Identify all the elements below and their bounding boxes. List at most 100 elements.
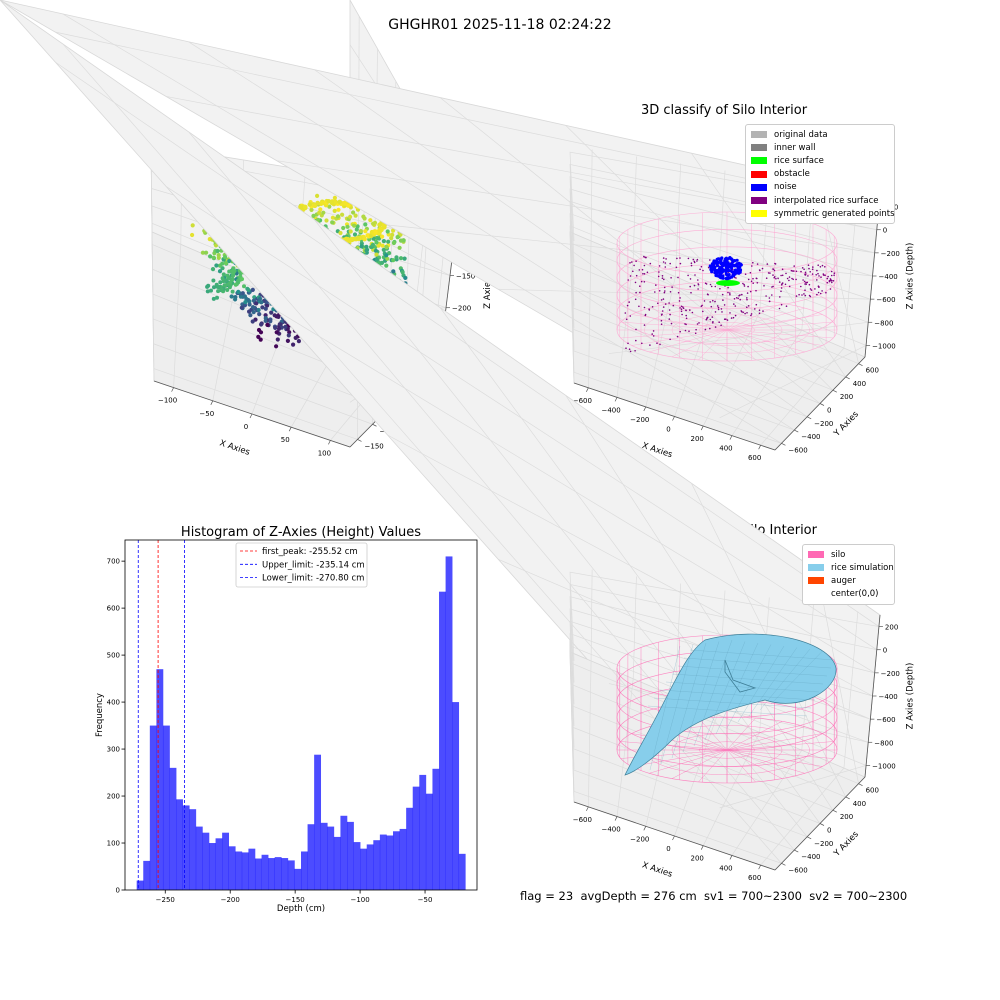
raw-gridline xyxy=(150,44,459,244)
raw-point xyxy=(309,283,314,289)
raw-point xyxy=(210,267,216,272)
raw-point xyxy=(367,298,372,303)
noise-point xyxy=(724,261,728,265)
raw-point xyxy=(397,294,403,299)
raw-point xyxy=(330,263,335,268)
raw-point xyxy=(360,288,365,293)
interpolated-point xyxy=(680,305,683,308)
raw-point xyxy=(283,225,288,231)
raw-point xyxy=(308,236,313,242)
classify-gridline xyxy=(62,13,782,444)
histogram-frame xyxy=(124,539,478,891)
sim-x-tick xyxy=(672,835,675,841)
raw-point xyxy=(222,225,228,230)
raw-point xyxy=(265,252,270,257)
histogram-bar xyxy=(393,831,400,890)
interpolated-point xyxy=(752,261,754,264)
raw-point xyxy=(268,298,274,303)
noise-point xyxy=(713,260,717,264)
raw-point xyxy=(293,232,298,237)
raw-point xyxy=(258,330,264,335)
raw-point xyxy=(349,307,354,312)
raw-point xyxy=(302,204,308,210)
sim-silo-ring xyxy=(616,667,838,735)
raw-point xyxy=(325,287,330,292)
interpolated-point xyxy=(755,289,757,292)
raw-point xyxy=(248,272,253,277)
raw-point xyxy=(323,238,328,243)
raw-point xyxy=(215,295,219,300)
noise-point xyxy=(739,263,743,267)
noise-point xyxy=(726,267,730,272)
raw-point xyxy=(312,298,317,303)
interpolated-point xyxy=(657,302,659,305)
raw-point xyxy=(352,223,357,228)
raw-point xyxy=(305,236,311,242)
raw-point xyxy=(375,333,381,338)
noise-point xyxy=(727,268,731,273)
sim-silo-ring xyxy=(616,700,838,767)
raw-gridline xyxy=(152,113,415,395)
raw-point xyxy=(313,216,318,221)
raw-point xyxy=(264,263,269,268)
raw-point xyxy=(307,235,313,240)
raw-point xyxy=(309,309,314,314)
raw-point xyxy=(380,299,385,304)
raw-point xyxy=(285,217,290,223)
raw-point xyxy=(341,270,346,275)
raw-point xyxy=(308,235,314,240)
histogram-bar xyxy=(347,821,354,890)
raw-point xyxy=(383,313,388,319)
raw-point xyxy=(300,237,305,242)
raw-point xyxy=(283,218,288,223)
raw-point xyxy=(298,294,303,299)
raw-point xyxy=(221,286,226,291)
raw-point xyxy=(401,309,406,314)
raw-point xyxy=(292,209,298,215)
raw-point xyxy=(340,212,345,217)
raw-point xyxy=(317,311,322,316)
interpolated-point xyxy=(765,277,768,280)
noise-point xyxy=(719,259,723,263)
raw-point xyxy=(362,257,367,262)
raw-point xyxy=(242,227,247,232)
raw-point xyxy=(296,274,301,280)
raw-point xyxy=(247,273,252,278)
raw-point xyxy=(277,305,282,310)
raw-point xyxy=(282,311,287,316)
raw-point xyxy=(372,231,377,237)
interpolated-point xyxy=(739,298,741,301)
raw-point xyxy=(324,239,330,245)
raw-point xyxy=(339,341,344,347)
raw-point xyxy=(221,257,226,262)
raw-point xyxy=(286,218,291,224)
sim-x-tick xyxy=(614,816,618,821)
raw-point xyxy=(380,234,385,239)
raw-point xyxy=(373,237,378,242)
raw-point xyxy=(312,203,318,209)
raw-y-tick-label: −50 xyxy=(395,412,410,420)
raw-point xyxy=(346,229,351,234)
interpolated-point xyxy=(768,300,771,303)
interpolated-point xyxy=(658,290,661,292)
interpolated-point xyxy=(629,262,631,264)
interpolated-point xyxy=(821,290,823,292)
raw-point xyxy=(232,245,237,250)
raw-point xyxy=(258,279,263,284)
raw-z-axis xyxy=(439,194,461,357)
raw-point xyxy=(321,345,326,350)
raw-point xyxy=(246,250,251,255)
raw-point xyxy=(363,229,368,234)
raw-point xyxy=(254,275,259,281)
raw-point xyxy=(285,244,290,249)
raw-point xyxy=(220,261,225,266)
raw-point xyxy=(289,238,294,243)
raw-point xyxy=(301,204,306,209)
interpolated-point xyxy=(680,310,683,313)
interpolated-point xyxy=(711,316,714,318)
raw-point xyxy=(363,222,368,227)
raw-point xyxy=(341,283,347,288)
interpolated-point xyxy=(780,284,783,286)
raw-point xyxy=(390,232,395,237)
raw-point xyxy=(313,288,319,293)
